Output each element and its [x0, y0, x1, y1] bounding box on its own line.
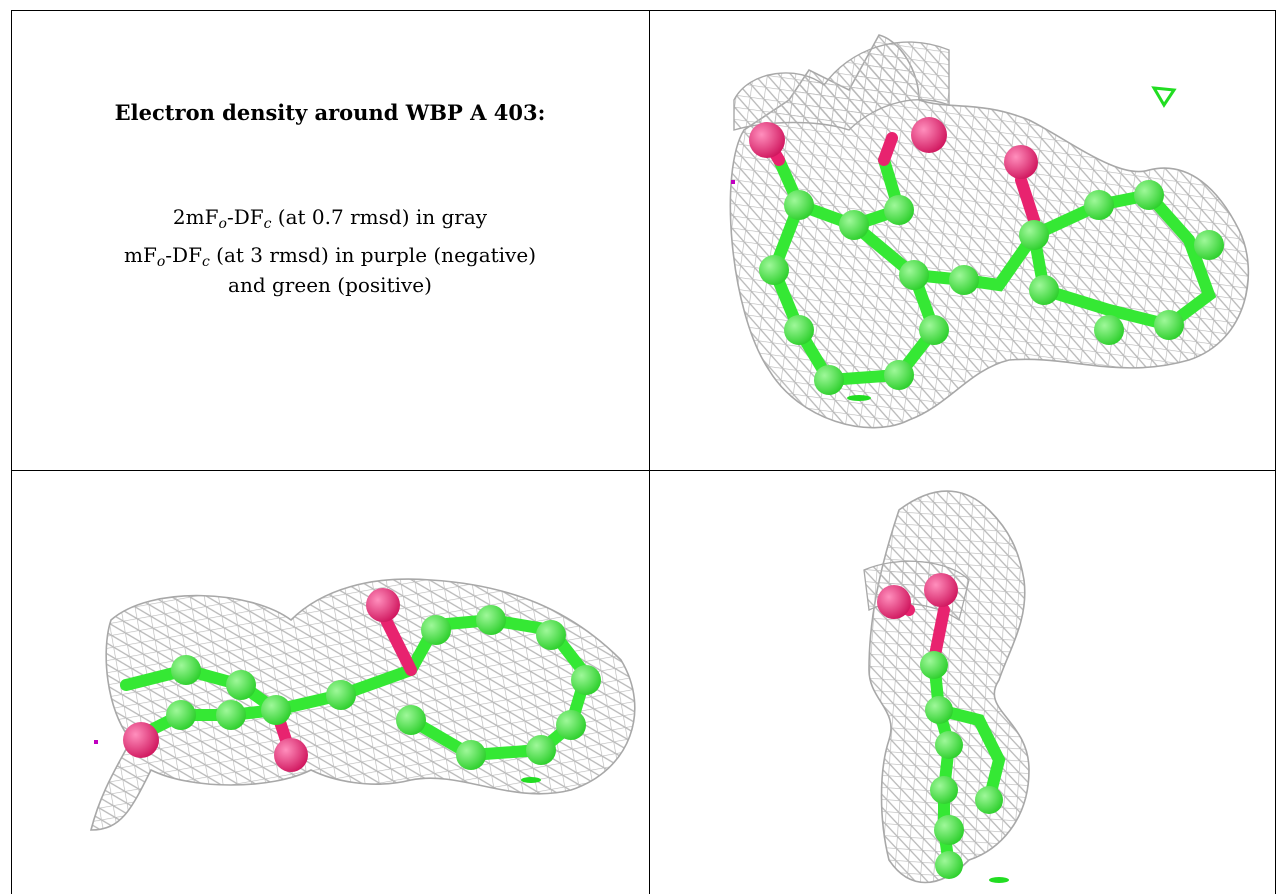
rule-top [11, 10, 1276, 11]
mesh-2fofc [89, 578, 636, 831]
rule-mid-vertical [649, 10, 650, 894]
figure-title: Electron density around WBP A 403: [114, 100, 546, 125]
difference-density [989, 877, 1009, 883]
ligand-atoms [749, 117, 1224, 395]
rule-mid-horizontal [11, 470, 1276, 471]
density-render-1 [729, 34, 1250, 429]
difference-density [731, 86, 1177, 401]
density-view-bottom-right [649, 470, 1276, 894]
caption-line-positive: and green (positive) [228, 273, 432, 297]
caption-line-2fofc: 2mFo-DFc (at 0.7 rmsd) in gray [172, 205, 488, 232]
caption-cell: Electron density around WBP A 403: 2mFo-… [11, 10, 649, 470]
caption-line-fofc: mFo-DFc (at 3 rmsd) in purple (negative) [124, 243, 536, 270]
difference-density [94, 740, 541, 783]
density-render-2 [89, 578, 636, 831]
rule-left [11, 10, 12, 894]
density-render-3 [863, 490, 1030, 884]
density-view-bottom-left [11, 470, 649, 894]
ligand-atoms [123, 588, 601, 772]
density-view-top-right [649, 10, 1276, 470]
ligand-atoms [877, 573, 1003, 879]
